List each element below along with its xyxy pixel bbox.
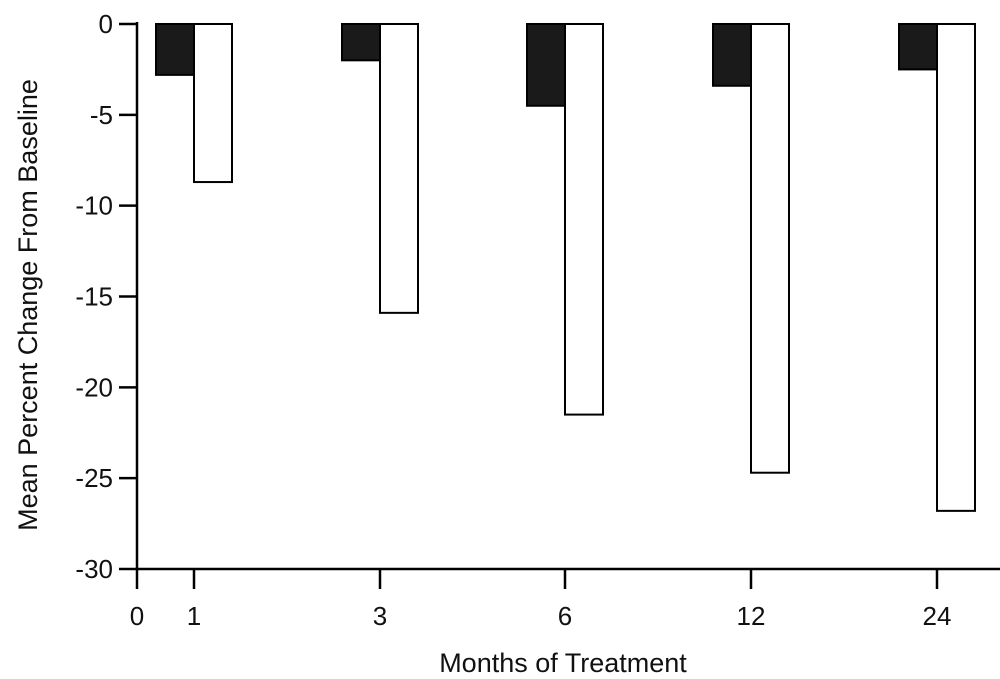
- dark-bar-6: [526, 23, 566, 107]
- light-bar-6: [564, 23, 604, 416]
- y-tick-label: 0: [99, 9, 113, 39]
- light-bar-1: [193, 23, 233, 184]
- x-tick-label: 1: [187, 601, 201, 631]
- x-tick-label: 12: [737, 601, 766, 631]
- light-bar-24: [936, 23, 976, 512]
- x-origin-tick-label: 0: [130, 601, 144, 631]
- x-tick-label: 3: [373, 601, 387, 631]
- light-bar-3: [379, 23, 419, 314]
- y-axis-ticks: 0 -5 -10 -15 -20 -25 -30: [75, 9, 137, 584]
- y-axis-label: Mean Percent Change From Baseline: [13, 79, 43, 531]
- dark-bar-12: [712, 23, 752, 87]
- x-axis-label: Months of Treatment: [439, 648, 687, 678]
- dark-bar-24: [898, 23, 938, 71]
- y-tick-label: -5: [90, 100, 113, 130]
- bars: [155, 23, 976, 512]
- y-tick-label: -25: [75, 463, 113, 493]
- x-axis-ticks: 1 3 6 12 24: [135, 569, 952, 631]
- y-tick-label: -20: [75, 372, 113, 402]
- y-tick-label: -30: [75, 554, 113, 584]
- y-tick-label: -15: [75, 282, 113, 312]
- dark-bar-3: [341, 23, 381, 62]
- y-tick-label: -10: [75, 191, 113, 221]
- dark-bar-1: [155, 23, 195, 76]
- x-tick-label: 6: [558, 601, 572, 631]
- light-bar-12: [750, 23, 790, 474]
- x-tick-label: 24: [923, 601, 952, 631]
